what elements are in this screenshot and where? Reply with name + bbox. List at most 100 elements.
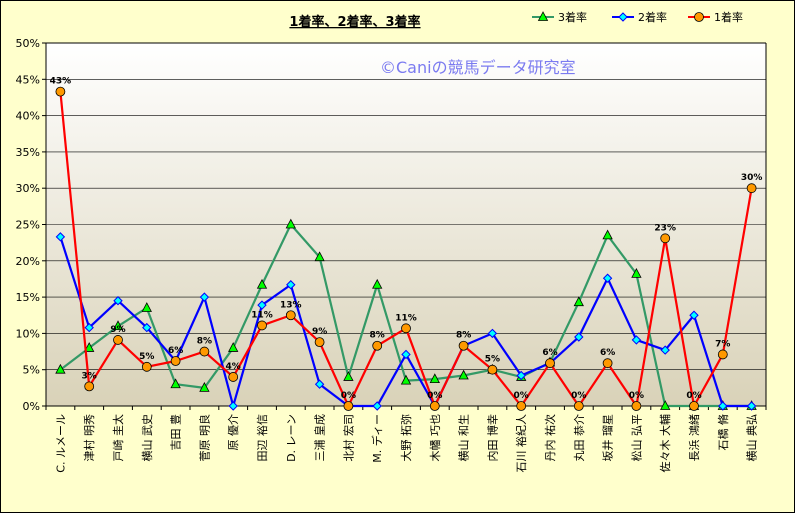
- diamond-marker: [257, 300, 267, 310]
- data-label: 5%: [485, 355, 500, 365]
- triangle-marker: [573, 296, 584, 307]
- diamond-marker: [574, 332, 584, 342]
- triangle-marker: [400, 374, 412, 385]
- data-label: 0%: [341, 391, 356, 401]
- circle-marker: [516, 401, 527, 411]
- diamond-marker: [487, 328, 498, 339]
- data-label: 0%: [427, 391, 442, 401]
- diamond-marker: [228, 401, 238, 411]
- triangle-marker: [170, 378, 181, 389]
- x-tick-label: 横山 武史: [140, 414, 154, 462]
- diamond-marker: [113, 296, 123, 306]
- diamond-marker: [401, 349, 411, 360]
- data-label: 7%: [715, 339, 730, 349]
- triangle-marker: [256, 278, 268, 289]
- circle-marker: [660, 233, 671, 244]
- triangle-marker: [314, 251, 325, 262]
- triangle-marker: [112, 320, 124, 331]
- triangle-marker: [141, 302, 152, 312]
- y-tick-label: 15%: [16, 291, 40, 304]
- circle-marker: [257, 320, 267, 331]
- legend-triangle-marker: [537, 11, 549, 21]
- circle-marker: [631, 401, 642, 411]
- x-tick-label: 丹内 祐次: [543, 414, 557, 462]
- x-axis: C. ルメール 津村 明秀 戸崎 圭太 横山 武史 吉田 豊 菅原 明良 原 優介 田辺 裕信…: [45, 405, 767, 473]
- triangle-marker: [458, 369, 469, 380]
- chart-title: 1着率、2着率、3着率: [289, 14, 420, 30]
- diamond-marker: [372, 401, 382, 411]
- y-tick-label: 35%: [16, 146, 40, 159]
- circle-marker: [141, 361, 152, 372]
- diamond-marker: [84, 322, 94, 333]
- y-tick-label: 25%: [16, 219, 40, 232]
- y-tick-label: 40%: [16, 110, 40, 123]
- data-label: 0%: [514, 391, 529, 401]
- x-tick-label: 木幡 巧也: [428, 414, 442, 462]
- x-tick-label: 三浦 皇成: [313, 414, 327, 462]
- x-tick-label: 菅原 明良: [197, 414, 211, 462]
- data-label: 23%: [654, 223, 676, 233]
- circle-marker: [429, 401, 440, 411]
- circle-marker: [401, 323, 411, 334]
- data-label: 8%: [197, 337, 212, 347]
- data-label: 13%: [280, 300, 302, 310]
- triangle-marker: [343, 371, 354, 381]
- diamond-marker: [314, 379, 325, 389]
- diamond-marker: [55, 232, 66, 242]
- x-tick-label: 津村 明秀: [82, 414, 96, 462]
- circle-marker: [689, 401, 699, 411]
- diamond-marker: [142, 322, 152, 333]
- x-tick-label: 吉田 豊: [170, 414, 183, 451]
- circle-marker: [314, 337, 325, 348]
- diamond-marker: [631, 335, 642, 345]
- data-label: 0%: [571, 391, 586, 401]
- circle-marker: [573, 401, 584, 411]
- x-tick-label: 丸田 恭介: [573, 414, 586, 462]
- diamond-marker: [689, 310, 699, 320]
- data-label: 6%: [168, 346, 183, 356]
- diamond-marker: [746, 401, 757, 411]
- triangle-marker: [84, 342, 95, 352]
- x-tick-label: 石橋 脩: [716, 414, 730, 451]
- legend-circle-marker: [694, 12, 704, 22]
- data-label: 11%: [251, 310, 273, 320]
- y-tick-label: 50%: [16, 37, 40, 50]
- data-label: 6%: [542, 348, 557, 358]
- circle-marker: [228, 372, 239, 382]
- series-layer: [55, 86, 757, 411]
- diamond-marker: [516, 370, 526, 381]
- data-label: 0%: [629, 391, 644, 401]
- circle-marker: [55, 86, 66, 97]
- x-tick-label: D. レーン: [285, 414, 298, 462]
- circle-marker: [487, 364, 498, 375]
- triangle-marker: [631, 268, 642, 278]
- diamond-marker: [602, 273, 613, 283]
- data-label: 30%: [741, 173, 763, 183]
- y-tick-label: 20%: [16, 255, 40, 268]
- data-label: 9%: [312, 327, 327, 337]
- legend-label: 2着率: [638, 10, 667, 24]
- data-label: 4%: [226, 362, 241, 372]
- x-tick-label: 石川 裕紀人: [515, 414, 528, 473]
- diamond-marker: [286, 280, 296, 290]
- x-tick-label: 坂井 瑠星: [601, 414, 615, 462]
- data-label: 5%: [139, 352, 154, 362]
- circle-marker: [199, 346, 210, 357]
- x-tick-label: 長浜 鴻緒: [687, 414, 701, 462]
- legend: 3着率 2着率 1着率: [532, 10, 743, 24]
- circle-marker: [372, 340, 383, 351]
- triangle-marker: [372, 278, 383, 289]
- x-tick-label: 横山 和生: [457, 414, 471, 462]
- diamond-marker: [199, 292, 210, 302]
- triangle-marker: [285, 218, 296, 229]
- x-tick-label: 横山 典弘: [745, 414, 759, 462]
- circle-marker: [113, 335, 123, 345]
- y-tick-label: 5%: [23, 364, 40, 377]
- x-tick-label: 北村 宏司: [341, 414, 355, 462]
- data-label: 8%: [370, 331, 385, 341]
- x-tick-label: 大野 拓弥: [399, 414, 413, 462]
- circle-marker: [84, 381, 95, 392]
- x-tick-label: 原 優介: [227, 414, 240, 451]
- x-tick-label: C. ルメール: [54, 414, 67, 473]
